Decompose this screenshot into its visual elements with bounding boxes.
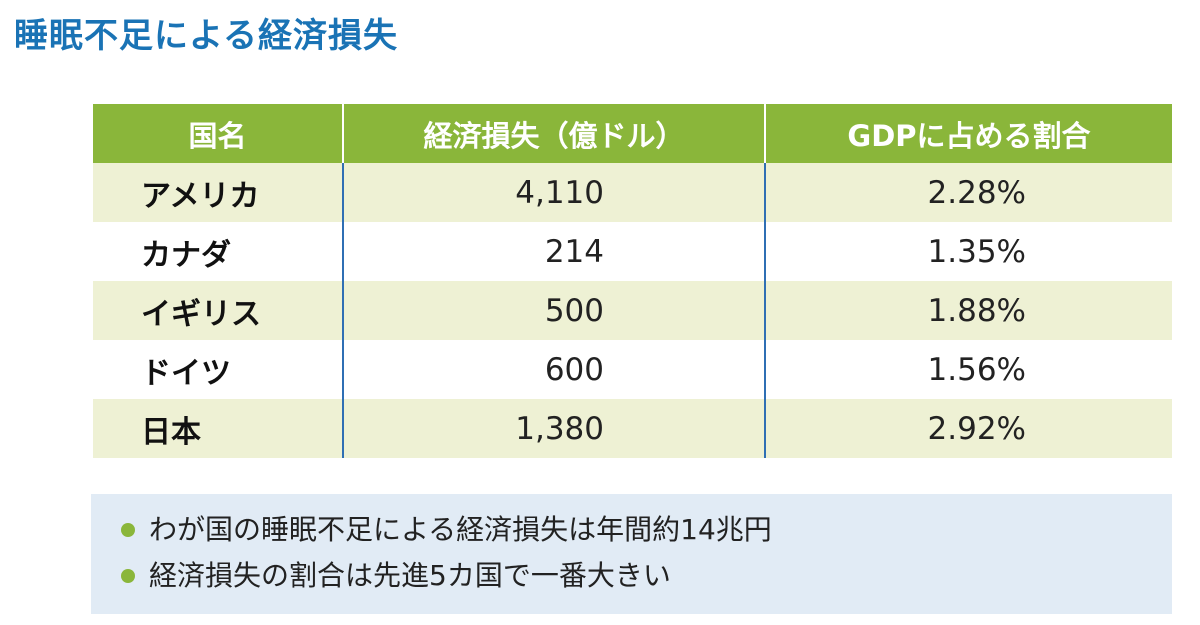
- note-item: 経済損失の割合は先進5カ国で一番大きい: [121, 556, 671, 596]
- note-text: 経済損失の割合は先進5カ国で一番大きい: [149, 559, 671, 592]
- header-gdp-share: GDPに占める割合: [764, 104, 1172, 163]
- country-cell: 日本: [93, 399, 343, 458]
- loss-cell: 214: [342, 222, 765, 281]
- table-row: イギリス 500 1.88%: [93, 281, 1172, 340]
- gdp-share-cell: 1.56%: [764, 340, 1172, 399]
- gdp-share-cell: 1.35%: [764, 222, 1172, 281]
- loss-cell: 500: [342, 281, 765, 340]
- gdp-share-cell: 1.88%: [764, 281, 1172, 340]
- notes-box: わが国の睡眠不足による経済損失は年間約14兆円 経済損失の割合は先進5カ国で一番…: [91, 494, 1172, 614]
- page-title: 睡眠不足による経済損失: [14, 16, 398, 56]
- header-economic-loss: 経済損失（億ドル）: [342, 104, 765, 163]
- loss-cell: 4,110: [342, 163, 765, 222]
- economic-loss-table: 国名 経済損失（億ドル） GDPに占める割合 アメリカ 4,110 2.28% …: [93, 104, 1172, 458]
- country-cell: アメリカ: [93, 163, 343, 222]
- table-row: アメリカ 4,110 2.28%: [93, 163, 1172, 222]
- table-row: ドイツ 600 1.56%: [93, 340, 1172, 399]
- country-cell: ドイツ: [93, 340, 343, 399]
- table-row: 日本 1,380 2.92%: [93, 399, 1172, 458]
- header-country: 国名: [93, 104, 343, 163]
- note-item: わが国の睡眠不足による経済損失は年間約14兆円: [121, 510, 772, 550]
- table-header-row: 国名 経済損失（億ドル） GDPに占める割合: [93, 104, 1172, 163]
- note-text: わが国の睡眠不足による経済損失は年間約14兆円: [149, 513, 772, 546]
- gdp-share-cell: 2.92%: [764, 399, 1172, 458]
- table-row: カナダ 214 1.35%: [93, 222, 1172, 281]
- bullet-dot-icon: [121, 569, 135, 583]
- country-cell: イギリス: [93, 281, 343, 340]
- loss-cell: 600: [342, 340, 765, 399]
- bullet-dot-icon: [121, 523, 135, 537]
- gdp-share-cell: 2.28%: [764, 163, 1172, 222]
- country-cell: カナダ: [93, 222, 343, 281]
- loss-cell: 1,380: [342, 399, 765, 458]
